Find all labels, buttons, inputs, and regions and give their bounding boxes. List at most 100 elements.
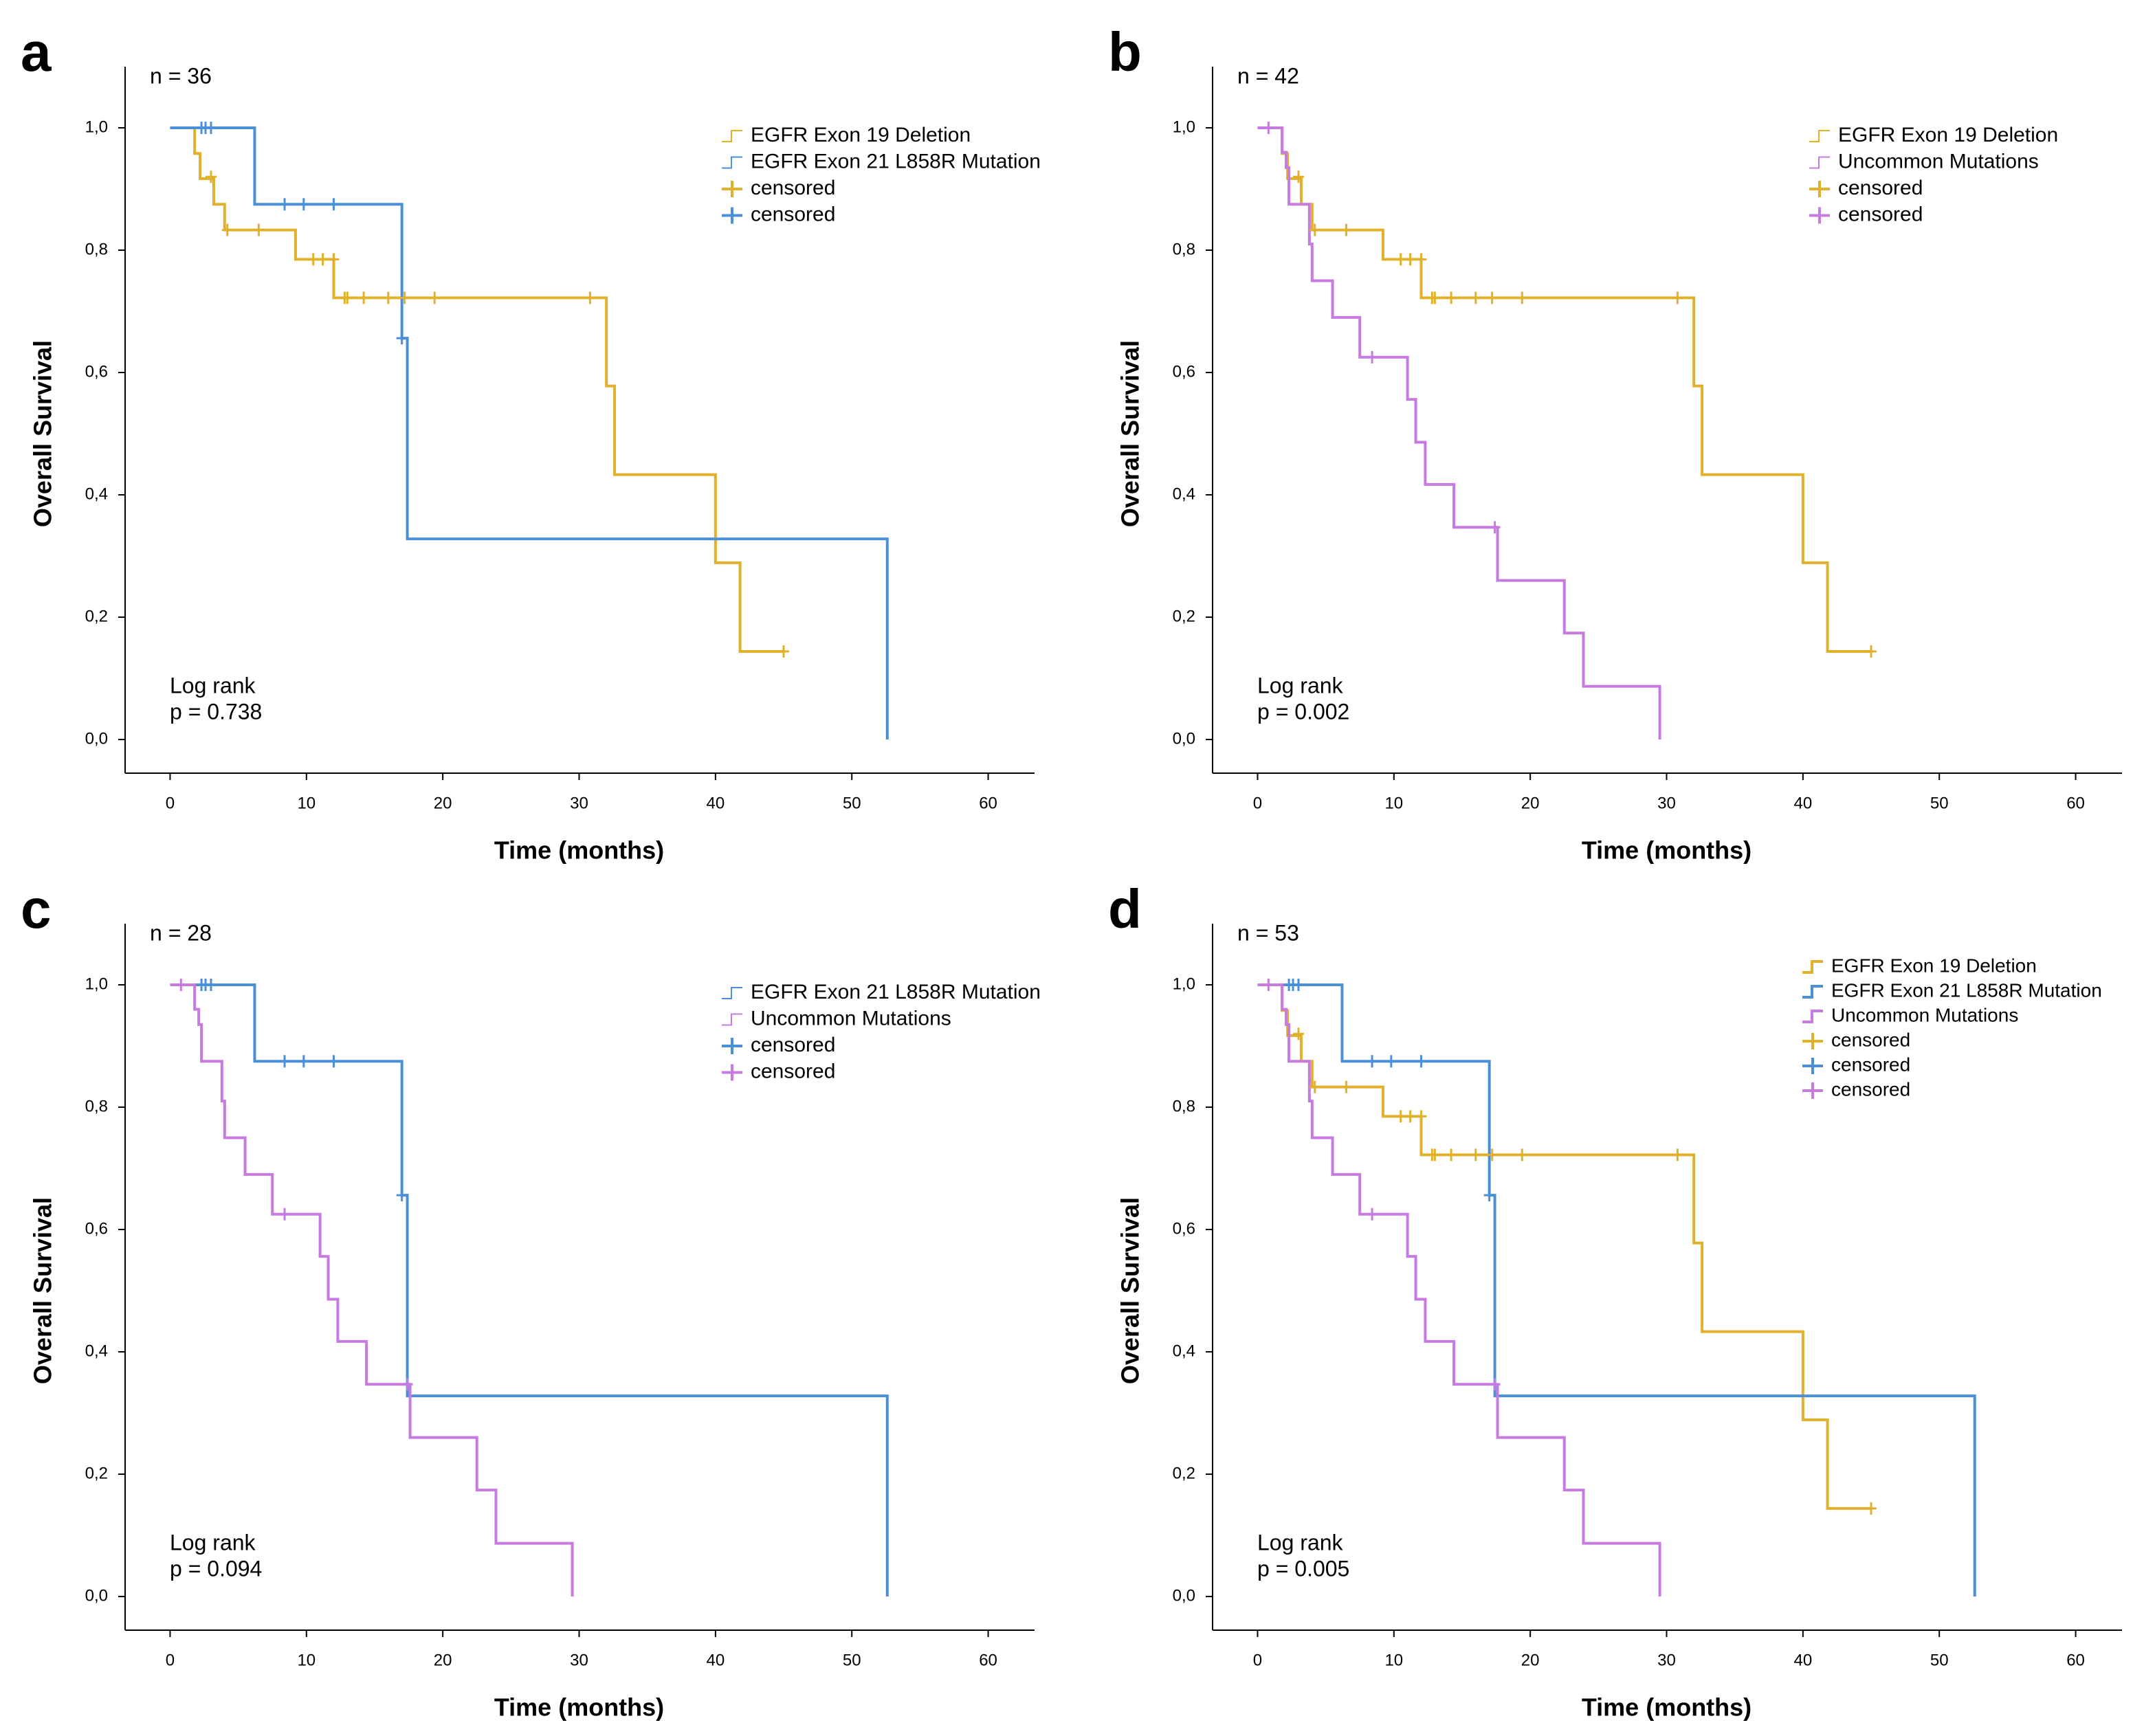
x-tick-label: 0 — [166, 1651, 175, 1669]
y-tick-label: 0,8 — [1173, 1097, 1195, 1115]
y-tick-label: 0,6 — [1173, 1219, 1195, 1238]
censor-mark — [298, 1055, 309, 1068]
legend-label: EGFR Exon 21 L858R Mutation — [1831, 979, 2102, 1001]
censor-mark — [342, 291, 353, 304]
legend-symbol — [722, 1064, 742, 1081]
censor-mark — [317, 253, 329, 266]
censor-mark — [279, 1055, 291, 1068]
censor-mark — [399, 291, 410, 304]
censor-mark — [401, 1378, 413, 1391]
x-tick-label: 30 — [570, 794, 588, 812]
annotation: p = 0.005 — [1257, 1556, 1349, 1581]
panel: a n = 36 0 10 20 30 40 50 60 0,0 0,2 0,4 0,6 0,8 1,0 Ti… — [21, 21, 1041, 864]
legend-label: EGFR Exon 19 Deletion — [1831, 955, 2037, 976]
censor-mark — [1292, 979, 1304, 992]
annotation: Log rank — [1257, 1530, 1344, 1555]
survival-curve — [170, 983, 574, 1597]
survival-curve — [1257, 126, 1872, 653]
x-tick-label: 40 — [1794, 794, 1813, 812]
censor-mark — [1263, 122, 1274, 135]
panel-label: b — [1108, 21, 1142, 82]
x-tick-label: 20 — [1521, 794, 1540, 812]
legend-label: censored — [1838, 203, 1923, 225]
survival-curve — [1257, 126, 1661, 740]
y-tick-label: 1,0 — [1173, 118, 1195, 136]
censor-mark — [1516, 291, 1528, 304]
legend-label: EGFR Exon 21 L858R Mutation — [751, 150, 1041, 173]
x-tick-label: 50 — [843, 1651, 861, 1669]
y-tick-label: 0,8 — [85, 1097, 108, 1115]
legend-symbol — [1802, 1082, 1823, 1099]
sample-size: n = 53 — [1237, 920, 1299, 945]
panel-label: d — [1108, 878, 1142, 939]
censor-mark — [1866, 1502, 1877, 1515]
x-tick-label: 60 — [979, 1651, 997, 1669]
annotation: p = 0.094 — [170, 1556, 262, 1581]
legend-label: censored — [1831, 1078, 1910, 1100]
y-tick-label: 0,6 — [85, 362, 108, 381]
panel-label: c — [21, 878, 52, 939]
legend-symbol — [722, 130, 742, 142]
legend-symbol — [1809, 156, 1830, 169]
y-tick-label: 1,0 — [1173, 975, 1195, 993]
legend-label: censored — [751, 1060, 835, 1082]
x-tick-label: 20 — [434, 794, 452, 812]
annotation: p = 0.002 — [1257, 699, 1349, 724]
censor-mark — [1292, 170, 1304, 183]
censor-mark — [279, 198, 291, 211]
censor-mark — [1429, 1148, 1441, 1161]
sample-size: n = 42 — [1237, 63, 1299, 88]
censor-mark — [1489, 521, 1501, 534]
censor-mark — [1404, 1110, 1416, 1123]
legend-symbol — [1802, 1033, 1823, 1049]
x-tick-label: 20 — [1521, 1651, 1540, 1669]
y-tick-label: 0,2 — [1173, 607, 1195, 625]
censor-mark — [1429, 291, 1441, 304]
censor-mark — [1395, 253, 1406, 266]
y-tick-label: 0,0 — [1173, 729, 1195, 748]
censor-mark — [328, 1055, 340, 1068]
y-tick-label: 1,0 — [85, 118, 108, 136]
censor-mark — [778, 645, 790, 658]
censor-mark — [382, 291, 394, 304]
censor-mark — [221, 223, 233, 236]
x-tick-label: 10 — [1384, 794, 1403, 812]
x-tick-label: 40 — [707, 794, 725, 812]
censor-mark — [396, 332, 408, 345]
x-tick-label: 0 — [166, 794, 175, 812]
y-tick-label: 0,0 — [85, 1586, 108, 1605]
censor-mark — [1489, 1378, 1501, 1391]
legend-symbol — [722, 207, 742, 224]
survival-curve — [170, 126, 784, 653]
x-tick-label: 10 — [297, 1651, 316, 1669]
legend-symbol — [1809, 130, 1830, 142]
legend-symbol — [722, 1038, 742, 1054]
y-axis-title: Overall Survival — [29, 340, 57, 527]
censor-mark — [1385, 1055, 1397, 1068]
x-tick-label: 40 — [707, 1651, 725, 1669]
censor-mark — [1446, 1148, 1457, 1161]
y-tick-label: 0,8 — [1173, 240, 1195, 258]
legend-label: censored — [751, 177, 835, 199]
legend-symbol — [1809, 181, 1830, 197]
legend-symbol — [1802, 960, 1823, 974]
legend-label: Uncommon Mutations — [1838, 150, 2039, 173]
censor-mark — [1415, 1110, 1427, 1123]
y-tick-label: 0,8 — [85, 240, 108, 258]
legend-label: censored — [751, 1034, 835, 1056]
censor-mark — [1340, 223, 1352, 236]
censor-mark — [1415, 1055, 1427, 1068]
y-axis-title: Overall Survival — [1116, 340, 1145, 527]
x-tick-label: 0 — [1253, 1651, 1262, 1669]
x-axis-title: Time (months) — [1582, 1693, 1751, 1722]
censor-mark — [205, 170, 217, 183]
x-axis-title: Time (months) — [494, 1693, 664, 1722]
panel: c n = 28 0 10 20 30 40 50 60 0,0 0,2 0,4 0,6 0,8 1,0 Ti… — [21, 878, 1041, 1721]
censor-mark — [1404, 253, 1416, 266]
survival-curve — [1257, 983, 1872, 1510]
censor-mark — [1446, 291, 1457, 304]
y-tick-label: 0,6 — [85, 1219, 108, 1238]
legend-symbol — [722, 181, 742, 197]
censor-mark — [1415, 253, 1427, 266]
